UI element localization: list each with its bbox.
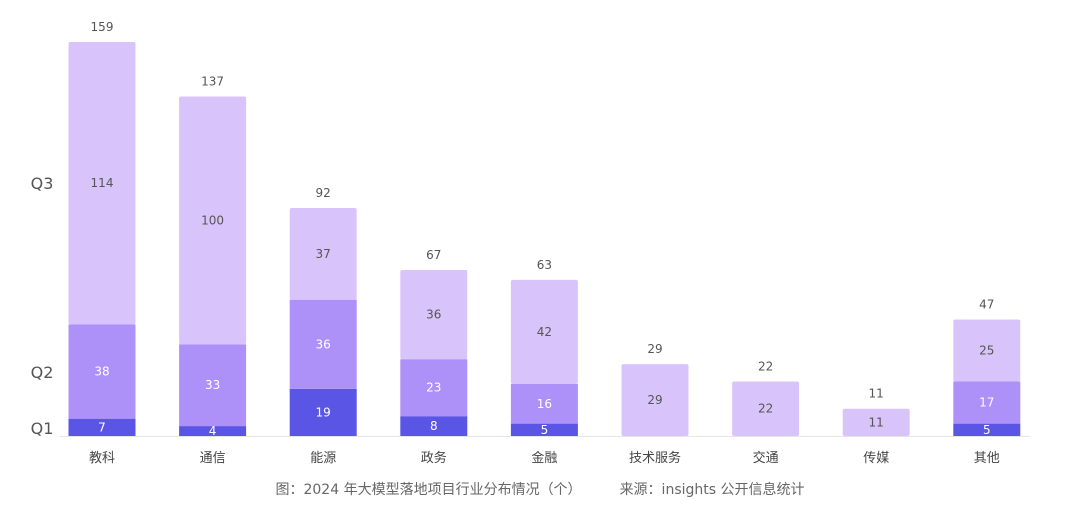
bar-segment-q2: [289, 299, 357, 389]
bar-segment-q3: [953, 319, 1021, 382]
bar-segment-q1: [510, 423, 578, 436]
segment-value-label: 4: [209, 424, 217, 438]
category-label: 金融: [531, 450, 557, 466]
segment-value-label: 22: [758, 402, 773, 416]
segment-value-label: 36: [316, 337, 331, 351]
segment-value-label: 11: [869, 415, 884, 429]
segment-value-label: 5: [983, 423, 991, 437]
bar-segment-q3: [179, 96, 247, 345]
segment-value-label: 38: [94, 365, 109, 379]
bar-total-label: 11: [869, 387, 884, 401]
chart-caption: 图：2024 年大模型落地项目行业分布情况（个） 来源：insights 公开信息…: [0, 479, 1080, 499]
source-caption: 来源：insights 公开信息统计: [619, 482, 805, 498]
segment-value-label: 114: [91, 176, 114, 190]
segment-value-label: 16: [537, 397, 552, 411]
category-label: 政务: [421, 450, 447, 466]
bar-segment-q3: [510, 279, 578, 384]
segment-value-label: 25: [979, 344, 994, 358]
figure-caption: 图：2024 年大模型落地项目行业分布情况（个）: [275, 482, 582, 498]
bar-segment-q2: [400, 359, 468, 417]
bar-segment-q3: [68, 41, 136, 325]
category-label: 传媒: [863, 451, 889, 466]
bar-segment-q1: [179, 426, 247, 436]
legend-label-q3: Q3: [31, 174, 54, 193]
bar-segment-q3: [842, 408, 910, 436]
bar-total-label: 22: [758, 359, 773, 373]
bar-total-label: 47: [979, 298, 994, 312]
bar-segment-q1: [289, 388, 357, 436]
bar-segment-q1: [68, 418, 136, 436]
bar-segment-q3: [621, 364, 689, 436]
segment-value-label: 33: [205, 378, 220, 392]
category-label: 能源: [310, 451, 336, 466]
bar-total-label: 29: [647, 342, 662, 356]
category-label: 教科: [89, 450, 115, 466]
bar-segment-q2: [68, 324, 136, 419]
segment-value-label: 23: [426, 381, 441, 395]
bar-total-label: 159: [91, 20, 114, 34]
bar-segment-q3: [289, 208, 357, 300]
bar-segment-q1: [953, 423, 1021, 436]
segment-value-label: 8: [430, 419, 438, 433]
bar-segment-q3: [732, 381, 800, 436]
bar-total-label: 67: [426, 248, 441, 262]
category-label: 交通: [753, 450, 779, 466]
bar-segment-q2: [179, 344, 247, 427]
segment-value-label: 37: [316, 247, 331, 261]
bar-segment-q2: [510, 383, 578, 424]
segment-value-label: 36: [426, 308, 441, 322]
segment-value-label: 19: [316, 405, 331, 419]
category-label: 其他: [974, 451, 1000, 466]
segment-value-label: 100: [201, 213, 224, 227]
bar-segment-q2: [953, 381, 1021, 424]
bar-segment-q1: [400, 416, 468, 436]
segment-value-label: 7: [98, 420, 106, 434]
legend-label-q1: Q1: [31, 419, 54, 438]
bar-total-label: 63: [537, 258, 552, 272]
category-label: 技术服务: [629, 450, 681, 466]
segment-value-label: 29: [647, 393, 662, 407]
category-label: 通信: [200, 451, 226, 466]
segment-value-label: 5: [541, 423, 549, 437]
segment-value-label: 42: [537, 325, 552, 339]
bar-total-label: 137: [201, 75, 224, 89]
bar-chart: 7 38 114 159 教科 4 33 100 137 通信 19 36 37 92 能源 8 23 36 67 政…: [31, 20, 1030, 466]
legend-label-q2: Q2: [31, 363, 54, 382]
bar-segment-q3: [400, 269, 468, 360]
bar-total-label: 92: [316, 186, 331, 200]
segment-value-label: 17: [979, 396, 994, 410]
